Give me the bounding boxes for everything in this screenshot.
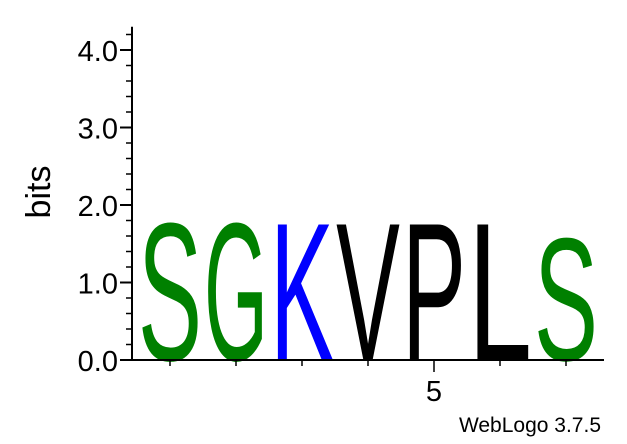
- logo-letter-s: S: [534, 201, 598, 397]
- y-axis-label: bits: [20, 166, 58, 219]
- y-tick-label: 2.0: [78, 191, 118, 223]
- y-tick-label: 3.0: [78, 114, 118, 146]
- logo-letter-v: V: [336, 182, 400, 402]
- logo-letter-g: G: [204, 181, 268, 402]
- y-tick-label: 1.0: [78, 269, 118, 301]
- logo-letter-l: L: [468, 183, 532, 403]
- y-tick-label: 0.0: [78, 346, 118, 378]
- x-tick-label: 5: [426, 376, 442, 408]
- y-axis: 0.0 1.0 2.0 3.0 4.0: [78, 26, 133, 378]
- y-tick-label: 4.0: [78, 36, 118, 68]
- x-axis: 5: [132, 359, 604, 408]
- logo-letter-s: S: [138, 182, 202, 402]
- weblogo-credit: WebLogo 3.7.5: [458, 414, 601, 437]
- logo-letter-k: K: [270, 182, 334, 402]
